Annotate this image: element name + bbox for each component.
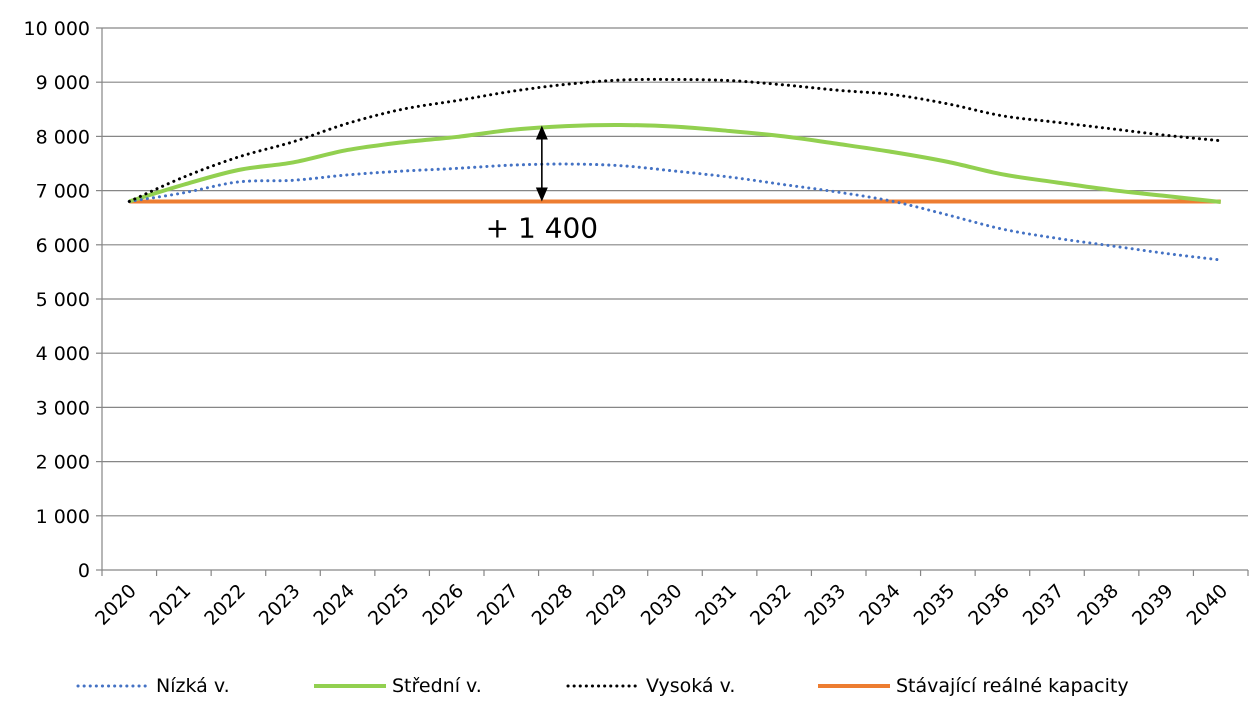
x-tick-label: 2022 xyxy=(200,580,250,630)
y-tick-label: 2 000 xyxy=(36,452,90,474)
series-line-1 xyxy=(127,162,1223,262)
y-tick-label: 8 000 xyxy=(36,126,90,148)
axes xyxy=(96,27,1249,576)
x-tick-label: 2032 xyxy=(746,580,796,630)
y-tick-label: 6 000 xyxy=(36,235,90,257)
x-tick-label: 2031 xyxy=(691,580,741,630)
grid-lines xyxy=(102,27,1248,517)
y-tick-label: 10 000 xyxy=(24,18,90,40)
x-tick-label: 2021 xyxy=(146,580,196,630)
annotation: + 1 400 xyxy=(486,125,599,244)
x-tick-label: 2025 xyxy=(364,580,414,630)
x-tick-label: 2033 xyxy=(800,580,850,630)
series-line-3 xyxy=(127,77,1223,203)
y-tick-labels: 0 1 000 2 000 3 000 4 000 5 000 6 000 7 000 8 00… xyxy=(24,18,90,582)
x-tick-label: 2020 xyxy=(91,580,141,630)
x-tick-label: 2040 xyxy=(1182,580,1232,630)
series-line-2 xyxy=(128,123,1221,204)
x-tick-label: 2028 xyxy=(528,580,578,630)
y-tick-label: 3 000 xyxy=(36,397,90,419)
y-tick-label: 9 000 xyxy=(36,72,90,94)
legend-label-2: Střední v. xyxy=(392,675,482,697)
annotation-arrow-head-up xyxy=(535,125,548,140)
x-tick-label: 2036 xyxy=(964,580,1014,630)
x-tick-label: 2026 xyxy=(418,580,468,630)
legend: Nízká v. Střední v. Vysoká v. Stávající reá… xyxy=(76,675,1129,697)
annotation-label: + 1 400 xyxy=(486,211,599,244)
series-lines xyxy=(127,77,1223,262)
legend-label-3: Vysoká v. xyxy=(646,675,735,697)
x-tick-label: 2037 xyxy=(1019,580,1069,630)
legend-label-4: Stávající reálné kapacity xyxy=(896,675,1129,697)
y-tick-label: 5 000 xyxy=(36,289,90,311)
x-tick-label: 2035 xyxy=(910,580,960,630)
y-tick-label: 4 000 xyxy=(36,343,90,365)
x-tick-label: 2034 xyxy=(855,580,905,630)
x-tick-labels: 2020 2021 2022 2023 2024 2025 2026 2027 2028 2029… xyxy=(91,580,1232,630)
x-tick-label: 2023 xyxy=(255,580,305,630)
y-tick-label: 0 xyxy=(78,560,90,582)
x-tick-label: 2029 xyxy=(582,580,632,630)
x-tick-label: 2038 xyxy=(1073,580,1123,630)
x-tick-label: 2027 xyxy=(473,580,523,630)
x-tick-label: 2039 xyxy=(1128,580,1178,630)
annotation-arrow-head-down xyxy=(535,187,548,202)
y-tick-label: 7 000 xyxy=(36,181,90,203)
x-tick-label: 2030 xyxy=(637,580,687,630)
legend-label-1: Nízká v. xyxy=(156,675,230,697)
x-tick-label: 2024 xyxy=(309,580,359,630)
y-tick-label: 1 000 xyxy=(36,506,90,528)
